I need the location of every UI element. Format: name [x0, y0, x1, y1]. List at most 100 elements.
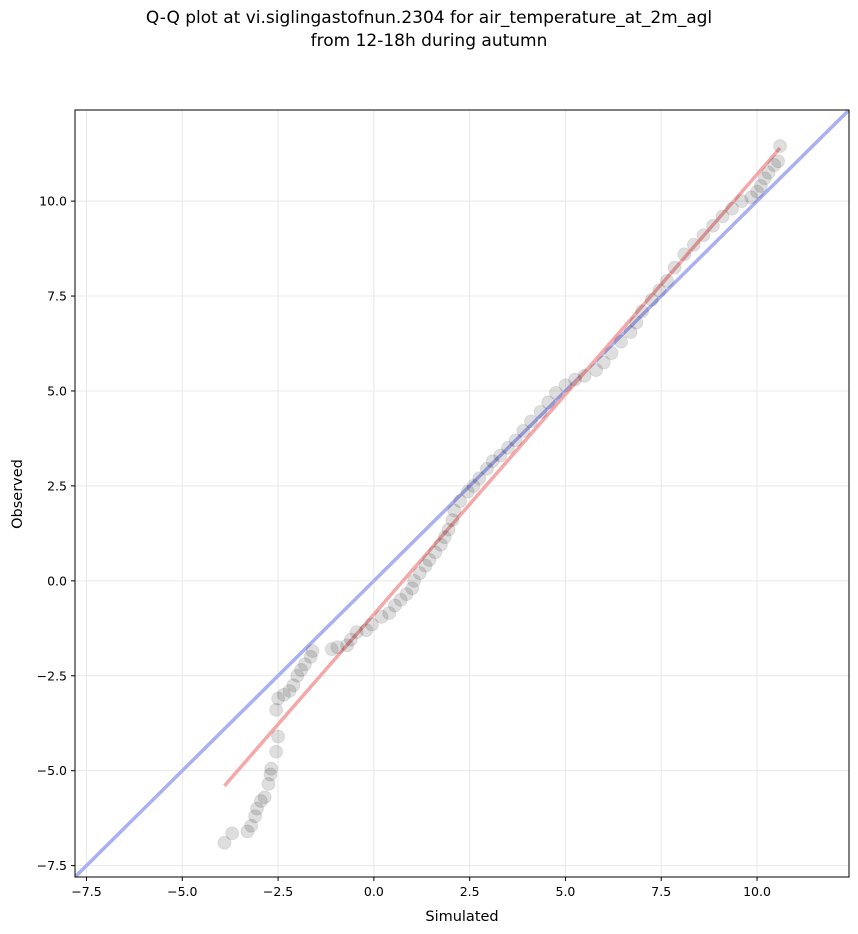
data-point: [282, 683, 297, 698]
data-point: [757, 171, 772, 186]
data-point: [407, 573, 422, 588]
chart-subtitle: from 12-18h during autumn: [310, 31, 548, 51]
data-point: [485, 454, 500, 469]
data-point: [479, 461, 494, 476]
data-point: [753, 178, 768, 193]
data-point: [500, 440, 515, 455]
identity-line: [75, 110, 849, 877]
data-point: [725, 201, 740, 216]
data-point: [217, 835, 232, 850]
data-point: [589, 363, 604, 378]
data-point: [340, 638, 355, 653]
data-point: [364, 617, 379, 632]
data-point: [240, 824, 255, 839]
data-point: [330, 640, 345, 655]
data-point: [767, 158, 782, 173]
y-tick-label: −7.5: [37, 858, 67, 873]
data-point: [437, 530, 452, 545]
data-point: [652, 283, 667, 298]
data-point: [523, 414, 538, 429]
y-tick-label: 5.0: [47, 383, 67, 398]
reference-lines: [75, 110, 849, 877]
data-point: [297, 657, 312, 672]
data-point: [290, 668, 305, 683]
data-point: [343, 632, 358, 647]
data-point: [405, 581, 420, 596]
data-point: [773, 139, 788, 154]
data-point: [269, 702, 284, 717]
data-point: [744, 190, 759, 205]
data-point: [558, 378, 573, 393]
x-tick-label: 0.0: [364, 884, 384, 899]
data-point: [750, 184, 765, 199]
data-point: [324, 642, 339, 657]
data-point: [263, 767, 278, 782]
data-point: [253, 794, 268, 809]
data-point: [387, 598, 402, 613]
grid: [75, 110, 849, 877]
data-point: [460, 484, 475, 499]
x-tick-label: 5.0: [556, 884, 576, 899]
x-tick-label: 2.5: [460, 884, 480, 899]
data-point: [472, 471, 487, 486]
data-point: [428, 545, 443, 560]
data-point: [393, 592, 408, 607]
data-point: [447, 503, 462, 518]
data-point: [441, 522, 456, 537]
x-axis-ticks: −7.5 −5.0 −2.5 0.0 2.5 5.0 7.5 10.0: [71, 877, 771, 899]
data-point: [596, 355, 611, 370]
data-point: [629, 315, 644, 330]
y-tick-label: 0.0: [47, 573, 67, 588]
y-axis-label: Observed: [10, 459, 26, 529]
data-point: [734, 194, 749, 209]
data-point: [269, 744, 284, 759]
data-point: [399, 587, 414, 602]
data-point: [677, 247, 692, 262]
data-point: [715, 209, 730, 224]
y-tick-label: −2.5: [37, 668, 67, 683]
data-point: [541, 395, 556, 410]
data-point: [374, 609, 389, 624]
data-point: [305, 644, 320, 659]
data-point: [761, 165, 776, 180]
data-point: [705, 218, 720, 233]
data-point: [445, 513, 460, 528]
data-point: [286, 678, 301, 693]
data-point: [271, 729, 286, 744]
data-point: [614, 334, 629, 349]
y-tick-label: −5.0: [37, 763, 67, 778]
data-point: [264, 761, 279, 776]
data-point: [294, 663, 309, 678]
data-point: [433, 537, 448, 552]
x-axis-label: Simulated: [425, 909, 498, 925]
data-point: [568, 372, 583, 387]
data-point: [771, 154, 786, 169]
data-point: [686, 237, 701, 252]
data-point: [466, 478, 481, 493]
data-point: [604, 346, 619, 361]
data-point: [418, 558, 433, 573]
data-point: [533, 404, 548, 419]
data-point: [349, 625, 364, 640]
data-point: [244, 818, 259, 833]
data-point: [261, 776, 276, 791]
data-point: [422, 552, 437, 567]
x-tick-label: 7.5: [651, 884, 671, 899]
data-point: [667, 260, 682, 275]
x-tick-label: −7.5: [71, 884, 101, 899]
y-axis-ticks: −7.5 −5.0 −2.5 0.0 2.5 5.0 7.5 10.0: [37, 194, 75, 873]
plot-frame: [74, 109, 850, 878]
data-point: [548, 385, 563, 400]
data-point: [508, 433, 523, 448]
data-point: [359, 623, 374, 638]
data-point: [382, 606, 397, 621]
data-point: [248, 809, 263, 824]
x-tick-label: −2.5: [263, 884, 293, 899]
data-point: [516, 423, 531, 438]
data-point: [493, 448, 508, 463]
chart-title: Q-Q plot at vi.siglingastofnun.2304 for …: [145, 8, 713, 28]
data-point: [271, 691, 286, 706]
y-tick-label: 7.5: [47, 289, 67, 304]
